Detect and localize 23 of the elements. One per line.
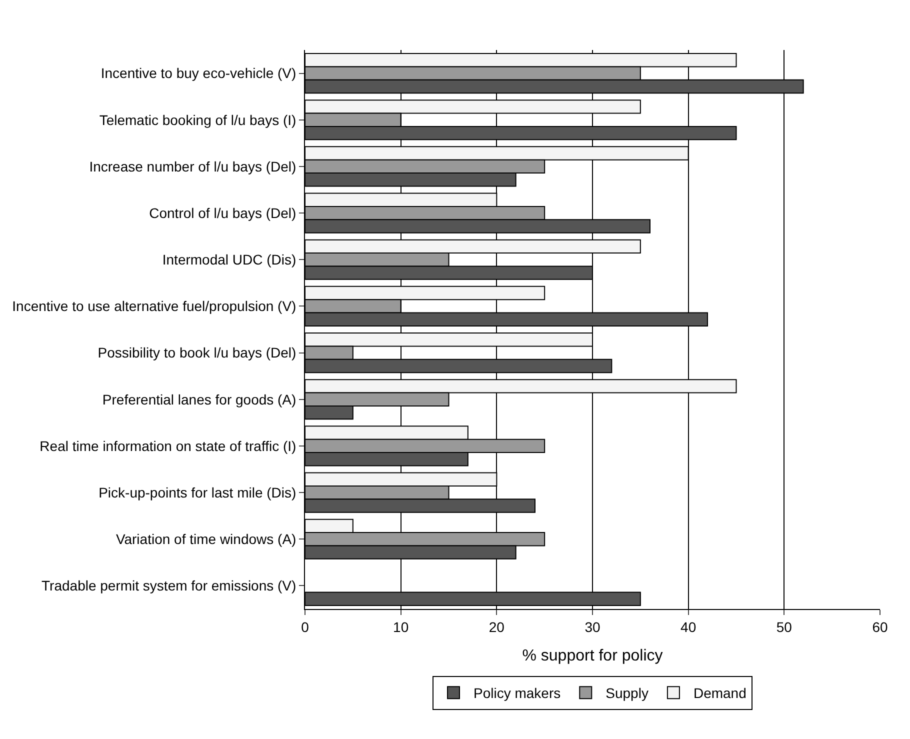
legend-label: Demand [693, 685, 746, 702]
y-tick-label: Incentive to buy eco-vehicle (V) [100, 65, 296, 82]
y-tick-label: Preferential lanes for goods (A) [102, 391, 296, 408]
y-tick-label: Telematic booking of l/u bays (I) [99, 112, 296, 128]
y-tick-label: Intermodal UDC (Dis) [162, 252, 296, 268]
x-tick-label: 40 [680, 618, 696, 635]
x-tick-label: 10 [393, 618, 409, 635]
y-tick-label: Incentive to use alternative fuel/propulsion (V) [12, 298, 296, 314]
x-tick-label: 20 [488, 618, 505, 635]
y-tick-label: Increase number of l/u bays (Del) [89, 158, 296, 174]
x-tick-label: 30 [584, 618, 600, 635]
legend-label: Policy makers [474, 685, 561, 702]
y-tick-label: Variation of time windows (A) [116, 531, 296, 548]
y-tick-label: Tradable permit system for emissions (V) [42, 578, 296, 594]
x-axis-title: % support for policy [522, 648, 663, 664]
y-tick-label: Pick-up-points for last mile (Dis) [98, 484, 296, 500]
x-tick-label: 50 [776, 618, 792, 635]
x-tick-label: 0 [301, 618, 310, 635]
y-tick-label: Real time information on state of traffic (I) [40, 438, 296, 454]
y-tick-label: Possibility to book l/u bays (Del) [98, 344, 296, 361]
legend-label: Supply [606, 685, 648, 702]
x-tick-label: 60 [872, 618, 888, 635]
y-tick-label: Control of l/u bays (Del) [149, 204, 296, 221]
